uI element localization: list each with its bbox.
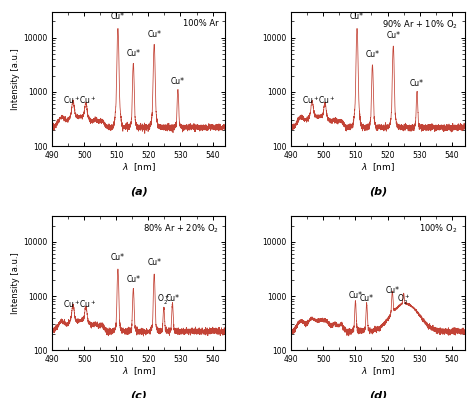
Text: 90% Ar + 10% O$_2$: 90% Ar + 10% O$_2$ [382,19,457,31]
Text: 80% Ar + 20% O$_2$: 80% Ar + 20% O$_2$ [143,223,219,235]
Text: O$_2^+$: O$_2^+$ [397,293,410,307]
Text: Cu*: Cu* [126,275,140,283]
Text: (d): (d) [369,390,387,398]
Text: Cu*: Cu* [147,30,161,39]
Text: Cu*: Cu* [171,77,185,86]
Text: Cu$^+$: Cu$^+$ [63,298,80,310]
Text: Cu*: Cu* [350,12,364,21]
Text: (c): (c) [130,390,147,398]
Y-axis label: Intensity [a.u.]: Intensity [a.u.] [11,48,20,110]
Text: Cu*: Cu* [348,291,363,300]
Text: Cu*: Cu* [147,258,161,267]
Text: Cu$^+$: Cu$^+$ [79,94,96,106]
Text: Cu*: Cu* [385,286,399,295]
Text: Cu*: Cu* [360,293,374,302]
Text: Cu$^+$: Cu$^+$ [79,298,96,310]
Text: Cu*: Cu* [365,51,379,59]
X-axis label: $\lambda$  [nm]: $\lambda$ [nm] [361,162,395,173]
Text: Cu*: Cu* [386,31,400,40]
Text: (b): (b) [369,186,387,197]
Text: O$_2^+$: O$_2^+$ [157,293,170,307]
Y-axis label: Intensity [a.u.]: Intensity [a.u.] [11,252,20,314]
Text: 100% Ar: 100% Ar [183,19,219,27]
Text: Cu*: Cu* [126,49,140,58]
Text: (a): (a) [130,186,147,197]
X-axis label: $\lambda$  [nm]: $\lambda$ [nm] [122,162,156,173]
Text: 100% O$_2$: 100% O$_2$ [419,223,457,235]
Text: Cu$^+$: Cu$^+$ [318,94,335,106]
Text: Cu$^+$: Cu$^+$ [302,94,319,106]
Text: Cu$^+$: Cu$^+$ [63,94,80,106]
X-axis label: $\lambda$  [nm]: $\lambda$ [nm] [361,365,395,377]
Text: Cu*: Cu* [165,294,180,303]
Text: Cu*: Cu* [111,12,125,21]
X-axis label: $\lambda$  [nm]: $\lambda$ [nm] [122,365,156,377]
Text: Cu*: Cu* [111,253,125,262]
Text: Cu*: Cu* [410,79,424,88]
